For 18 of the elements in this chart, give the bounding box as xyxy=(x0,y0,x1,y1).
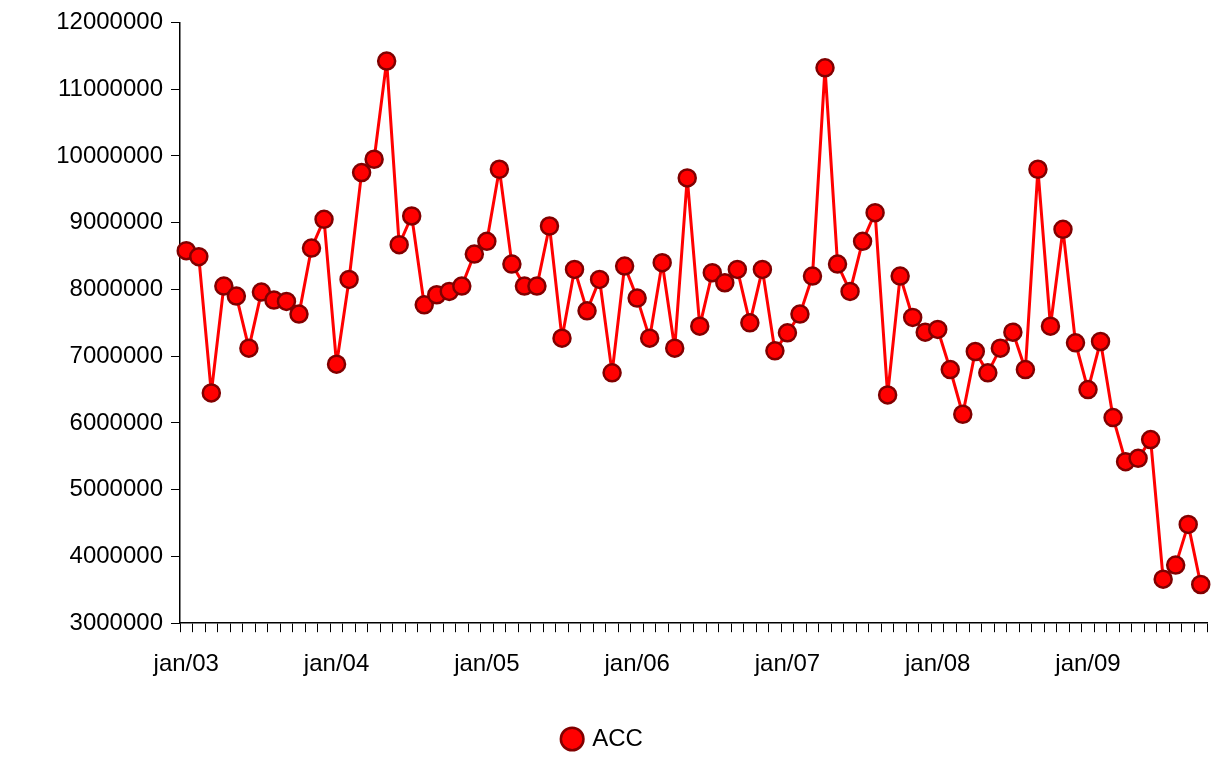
x-tick-label: jan/05 xyxy=(453,649,520,677)
y-tick-label: 3000000 xyxy=(69,607,163,635)
y-tick-label: 6000000 xyxy=(69,407,163,435)
y-tick-label: 10000000 xyxy=(56,140,163,168)
legend-label: ACC xyxy=(592,723,643,751)
y-tick-label: 11000000 xyxy=(58,73,163,101)
y-tick-label: 4000000 xyxy=(69,541,163,569)
x-tick-label: jan/06 xyxy=(603,649,670,677)
y-tick-label: 7000000 xyxy=(69,340,163,368)
x-tick-label: jan/09 xyxy=(1054,649,1121,677)
y-tick-label: 5000000 xyxy=(69,474,163,502)
x-tick-label: jan/08 xyxy=(904,649,971,677)
x-tick-label: jan/04 xyxy=(302,649,370,677)
y-tick-label: 8000000 xyxy=(69,274,163,302)
y-tick-label: 9000000 xyxy=(69,207,163,235)
x-tick-label: jan/03 xyxy=(152,649,219,677)
x-tick-label: jan/07 xyxy=(753,649,821,677)
y-tick-label: 12000000 xyxy=(56,7,163,35)
